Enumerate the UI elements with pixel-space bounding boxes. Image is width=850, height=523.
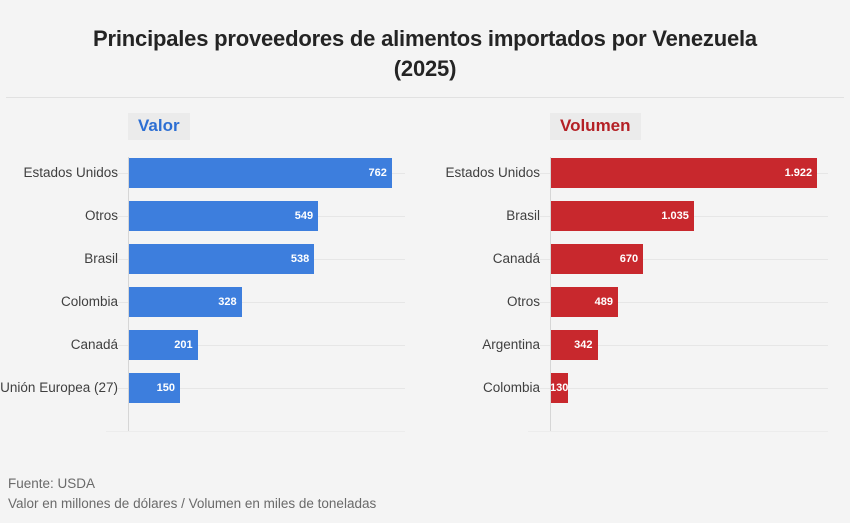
chart-title-line2: (2025) (393, 56, 457, 81)
axis-line (550, 157, 551, 431)
plot-cell: 1.922 (540, 151, 828, 194)
grid-line (540, 344, 828, 346)
bar-row: Brasil 1.035 (430, 194, 828, 237)
value-label: 670 (619, 252, 639, 265)
bar: 538 (128, 243, 315, 274)
source-note: Fuente: USDA (8, 476, 96, 491)
plot-rows: Estados Unidos 762 Otros 549 Brasil 538 Colomb… (0, 151, 405, 432)
plot-cell: 549 (118, 194, 405, 237)
category-label: Colombia (482, 380, 540, 395)
value-label: 201 (174, 338, 193, 351)
bar-row: Argentina 342 (430, 323, 828, 366)
category-label: Canadá (492, 251, 540, 266)
value-label: 1.922 (784, 166, 813, 179)
bar-row: Otros 549 (0, 194, 405, 237)
chart-header: Valor (128, 113, 190, 140)
value-label: 762 (368, 166, 387, 179)
bar: 342 (550, 329, 598, 360)
value-label: 130 (550, 381, 569, 394)
category-label: Otros (84, 208, 118, 223)
value-label: 150 (156, 381, 175, 394)
category-label: Canadá (70, 337, 118, 352)
bar-row: Otros 489 (430, 280, 828, 323)
divider (6, 97, 844, 98)
bar: 489 (550, 286, 618, 317)
plot-cell: 328 (118, 280, 405, 323)
chart-title: Principales proveedores de alimentos imp… (0, 24, 850, 84)
bar-row: Estados Unidos 1.922 (430, 151, 828, 194)
category-label: Unión Europea (27) (0, 380, 118, 395)
valor-chart: Valor Estados Unidos 762 Otros 549 Brasil 538 C… (0, 108, 405, 432)
plot-cell: 762 (118, 151, 405, 194)
grid-line (540, 387, 828, 389)
plot-rows: Estados Unidos 1.922 Brasil 1.035 Canadá 670 O… (430, 151, 828, 432)
bar: 328 (128, 286, 242, 317)
chart-header: Volumen (550, 113, 641, 140)
plot-cell: 1.035 (540, 194, 828, 237)
bar: 150 (128, 372, 180, 403)
bar-row: Estados Unidos 762 (0, 151, 405, 194)
bar-row: Unión Europea (27) 150 (0, 366, 405, 409)
bar: 670 (550, 243, 644, 274)
axis-line (128, 157, 129, 431)
category-label: Brasil (506, 208, 540, 223)
plot-cell: 538 (118, 237, 405, 280)
volumen-chart: Volumen Estados Unidos 1.922 Brasil 1.035 Can… (430, 108, 828, 432)
footer: Fuente: USDA Valor en millones de dólare… (8, 474, 376, 514)
value-label: 489 (594, 295, 613, 308)
grid-line (540, 258, 828, 260)
baseline (106, 431, 405, 432)
category-label: Brasil (84, 251, 118, 266)
bar-row: Colombia 328 (0, 280, 405, 323)
bar-row: Colombia 130 (430, 366, 828, 409)
units-note: Valor en millones de dólares / Volumen e… (8, 496, 377, 511)
bar-row: Brasil 538 (0, 237, 405, 280)
grid-line (118, 387, 405, 389)
category-label: Colombia (60, 294, 118, 309)
grid-line (118, 301, 405, 303)
plot-cell: 130 (540, 366, 828, 409)
charts-area: Valor Estados Unidos 762 Otros 549 Brasil 538 C… (0, 108, 850, 448)
bar: 201 (128, 329, 198, 360)
bar-row: Canadá 670 (430, 237, 828, 280)
category-label: Estados Unidos (23, 165, 118, 180)
grid-line (540, 301, 828, 303)
bar: 1.035 (550, 200, 694, 231)
category-label: Otros (506, 294, 540, 309)
bar: 549 (128, 200, 319, 231)
category-label: Estados Unidos (445, 165, 540, 180)
bar: 130 (550, 372, 569, 403)
bar: 1.922 (550, 157, 818, 188)
plot-cell: 342 (540, 323, 828, 366)
category-label: Argentina (482, 337, 540, 352)
plot-cell: 201 (118, 323, 405, 366)
value-label: 549 (294, 209, 314, 222)
baseline (528, 431, 828, 432)
bar: 762 (128, 157, 392, 188)
chart-title-line1: Principales proveedores de alimentos imp… (93, 26, 757, 51)
value-label: 1.035 (661, 209, 689, 222)
plot-cell: 489 (540, 280, 828, 323)
value-label: 538 (290, 252, 310, 265)
value-label: 342 (574, 338, 593, 351)
value-label: 328 (218, 295, 237, 308)
plot-cell: 670 (540, 237, 828, 280)
grid-line (118, 344, 405, 346)
plot-cell: 150 (118, 366, 405, 409)
bar-row: Canadá 201 (0, 323, 405, 366)
